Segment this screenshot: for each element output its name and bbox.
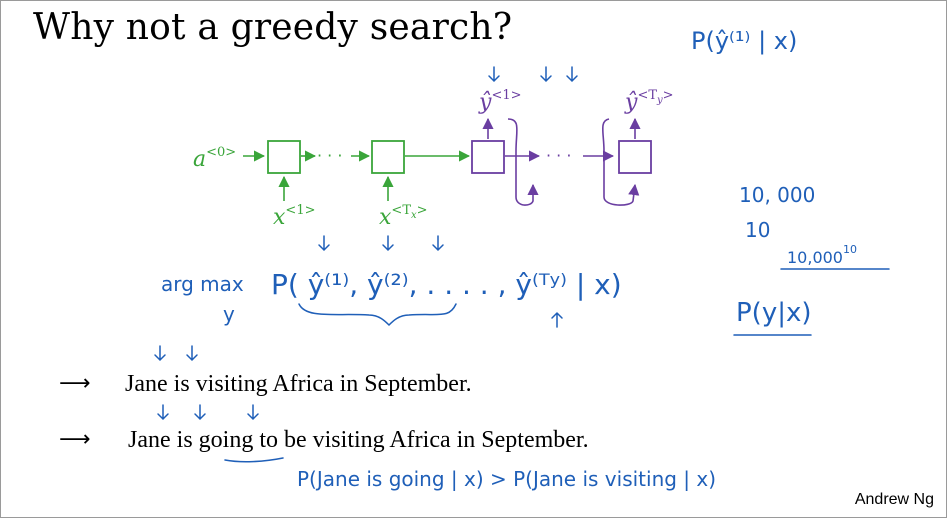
xT-label: x<Tx> — [379, 203, 428, 230]
argmax-y-label: y — [223, 302, 235, 326]
num-10000: 10, 000 — [739, 183, 815, 207]
encoder-cell-2 — [371, 140, 405, 174]
num-10000-pow-10: 10,00010 — [787, 243, 857, 267]
x1-label: x<1> — [273, 203, 315, 230]
top-prob-annotation: P(ŷ⁽¹⁾ | x) — [691, 27, 797, 55]
author-credit: Andrew Ng — [854, 491, 934, 508]
right-arrow-icon: ⟶ — [59, 371, 91, 396]
argmax-expression: P( ŷ⁽¹⁾, ŷ⁽²⁾, . . . . , ŷ⁽ᵀʸ⁾ | x) — [271, 268, 622, 301]
decoder-dots: · · · — [546, 146, 571, 165]
py-given-x-annotation: P(y|x) — [736, 298, 812, 328]
comparison-annotation: P(Jane is going | x) > P(Jane is visitin… — [297, 467, 716, 491]
slide-title: Why not a greedy search? — [33, 7, 513, 48]
encoder-cell-1 — [267, 140, 301, 174]
argmax-label: arg max — [161, 272, 244, 296]
right-arrow-icon: ⟶ — [59, 427, 91, 452]
decoder-cell-1 — [471, 140, 505, 174]
a0-label: a<0> — [193, 145, 236, 172]
encoder-dots: · · · — [317, 146, 342, 165]
sentence-2: Jane is going to be visiting Africa in S… — [128, 427, 589, 453]
handwritten-annotations — [154, 66, 890, 463]
feedback-loop-1 — [507, 118, 539, 206]
feedback-loop-2 — [601, 118, 640, 206]
yT-hat-label: ŷ<Ty> — [624, 88, 674, 115]
sentence-1: Jane is visiting Africa in September. — [125, 371, 472, 397]
y1-hat-label: ŷ<1> — [478, 88, 522, 115]
num-10: 10 — [745, 218, 770, 242]
decoder-cell-2 — [618, 140, 652, 174]
